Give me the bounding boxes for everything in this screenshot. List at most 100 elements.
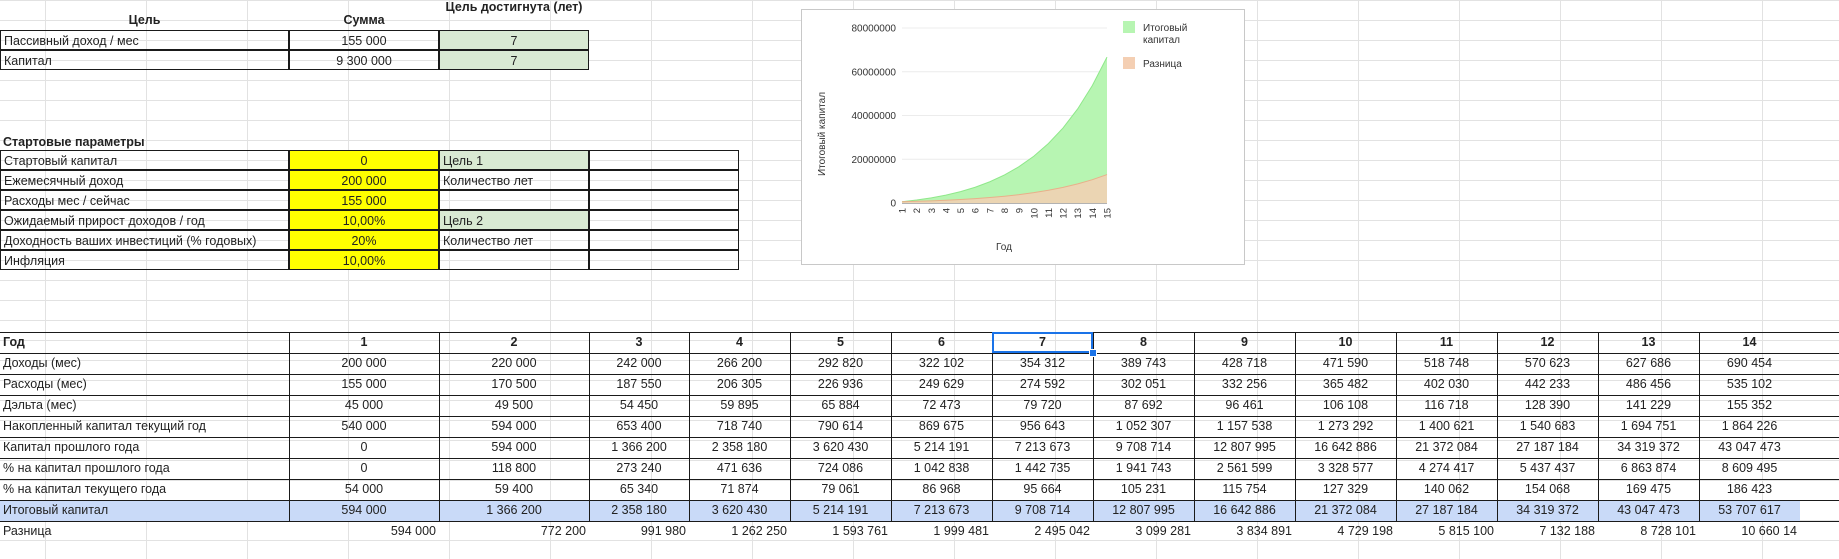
table-cell[interactable]: 594 000 [491, 419, 537, 433]
year-header-cell[interactable]: 3 [635, 335, 643, 349]
table-cell[interactable]: 274 592 [1019, 377, 1066, 391]
table-cell[interactable]: 292 820 [817, 356, 864, 370]
table-cell[interactable]: 594 000 [390, 524, 436, 538]
table-cell[interactable]: 249 629 [918, 377, 965, 391]
table-cell[interactable]: 206 305 [716, 377, 763, 391]
table-cell[interactable]: 9 708 714 [1115, 440, 1172, 454]
table-cell[interactable]: 115 754 [1222, 482, 1267, 496]
table-cell[interactable]: 140 062 [1423, 482, 1470, 496]
param-extra-cell[interactable] [589, 210, 739, 230]
table-cell[interactable]: 690 454 [1726, 356, 1773, 370]
table-cell[interactable]: 154 068 [1524, 482, 1571, 496]
table-cell[interactable]: 3 834 891 [1236, 524, 1292, 538]
table-cell[interactable]: 96 461 [1225, 398, 1264, 412]
table-cell[interactable]: 226 936 [817, 377, 864, 391]
table-cell[interactable]: 34 319 372 [1497, 500, 1598, 521]
param-note-goal2[interactable]: Цель 2 [439, 210, 589, 230]
table-cell[interactable]: 187 550 [616, 377, 662, 391]
param-note-empty[interactable] [439, 190, 589, 210]
table-cell[interactable]: 79 720 [1023, 398, 1062, 412]
table-cell[interactable]: 16 642 886 [1314, 440, 1377, 454]
table-cell[interactable]: 442 233 [1524, 377, 1571, 391]
table-cell[interactable]: 2 561 599 [1216, 461, 1273, 475]
table-cell[interactable]: 21 372 084 [1415, 440, 1478, 454]
table-cell[interactable]: 570 623 [1524, 356, 1571, 370]
param-label-inflation[interactable]: Инфляция [0, 250, 289, 270]
table-cell[interactable]: 65 340 [619, 482, 659, 496]
row-label[interactable]: % на капитал прошлого года [3, 461, 170, 475]
table-cell[interactable]: 389 743 [1120, 356, 1167, 370]
year-header-cell[interactable]: 1 [360, 335, 368, 349]
table-cell[interactable]: 540 000 [341, 419, 387, 433]
param-label-expenses[interactable]: Расходы мес / сейчас [0, 190, 289, 210]
param-label-monthly-income[interactable]: Ежемесячный доход [0, 170, 289, 190]
table-cell[interactable]: 1 540 683 [1519, 419, 1576, 433]
table-cell[interactable]: 6 863 874 [1620, 461, 1677, 475]
table-cell[interactable]: 5 214 191 [790, 500, 891, 521]
goal-row-passive-years[interactable]: 7 [439, 30, 589, 50]
param-extra-cell[interactable] [589, 190, 739, 210]
table-cell[interactable]: 170 500 [491, 377, 537, 391]
table-cell[interactable]: 7 132 188 [1539, 524, 1595, 538]
row-label[interactable]: Доходы (мес) [3, 356, 82, 370]
table-cell[interactable]: 1 052 307 [1115, 419, 1172, 433]
table-cell[interactable]: 65 884 [821, 398, 860, 412]
table-cell[interactable]: 12 807 995 [1093, 500, 1194, 521]
year-header-cell[interactable]: 4 [736, 335, 743, 349]
table-cell[interactable]: 8 609 495 [1721, 461, 1778, 475]
year-header-cell[interactable]: 2 [510, 335, 518, 349]
table-cell[interactable]: 1 694 751 [1620, 419, 1677, 433]
table-cell[interactable]: 220 000 [491, 356, 537, 370]
table-cell[interactable]: 535 102 [1726, 377, 1773, 391]
row-label[interactable]: Итоговый капитал [0, 500, 289, 521]
table-cell[interactable]: 186 423 [1726, 482, 1773, 496]
goal-row-capital-amount[interactable]: 9 300 000 [289, 50, 439, 70]
table-cell[interactable]: 1 593 761 [832, 524, 888, 538]
param-extra-cell[interactable] [589, 150, 739, 170]
param-extra-cell[interactable] [589, 170, 739, 190]
row-label[interactable]: Расходы (мес) [3, 377, 87, 391]
table-cell[interactable]: 471 590 [1322, 356, 1369, 370]
table-cell[interactable]: 1 157 538 [1216, 419, 1273, 433]
year-header-cell[interactable]: 13 [1641, 335, 1656, 349]
param-note-goal1[interactable]: Цель 1 [439, 150, 589, 170]
table-cell[interactable]: 87 692 [1124, 398, 1163, 412]
table-cell[interactable]: 45 000 [344, 398, 384, 412]
param-extra-cell[interactable] [589, 250, 739, 270]
table-cell[interactable]: 59 895 [720, 398, 759, 412]
table-cell[interactable]: 54 000 [344, 482, 384, 496]
table-cell[interactable]: 869 675 [918, 419, 965, 433]
table-cell[interactable]: 471 636 [716, 461, 763, 475]
table-cell[interactable]: 49 500 [494, 398, 534, 412]
table-cell[interactable]: 128 390 [1524, 398, 1571, 412]
table-cell[interactable]: 322 102 [918, 356, 965, 370]
goal-row-capital-years[interactable]: 7 [439, 50, 589, 70]
table-cell[interactable]: 486 456 [1625, 377, 1672, 391]
table-cell[interactable]: 1 999 481 [933, 524, 989, 538]
year-header-cell[interactable]: 8 [1140, 335, 1147, 349]
table-cell[interactable]: 9 708 714 [992, 500, 1093, 521]
table-cell[interactable]: 402 030 [1423, 377, 1470, 391]
table-cell[interactable]: 7 213 673 [891, 500, 992, 521]
goal-row-capital-label[interactable]: Капитал [0, 50, 289, 70]
param-label-investment-yield[interactable]: Доходность ваших инвестиций (% годовых) [0, 230, 289, 250]
table-cell[interactable]: 155 352 [1726, 398, 1773, 412]
table-cell[interactable]: 772 200 [540, 524, 586, 538]
table-cell[interactable]: 155 000 [341, 377, 387, 391]
table-cell[interactable]: 59 400 [494, 482, 534, 496]
table-cell[interactable]: 53 707 617 [1699, 500, 1800, 521]
table-cell[interactable]: 106 108 [1322, 398, 1369, 412]
table-cell[interactable]: 43 047 473 [1718, 440, 1781, 454]
param-label-start-capital[interactable]: Стартовый капитал [0, 150, 289, 170]
table-cell[interactable]: 518 748 [1423, 356, 1470, 370]
table-cell[interactable]: 0 [360, 461, 368, 475]
year-header-cell[interactable]: 6 [938, 335, 945, 349]
table-cell[interactable]: 105 231 [1120, 482, 1167, 496]
table-cell[interactable]: 1 941 743 [1115, 461, 1172, 475]
table-cell[interactable]: 365 482 [1322, 377, 1369, 391]
table-cell[interactable]: 43 047 473 [1598, 500, 1699, 521]
table-cell[interactable]: 4 274 417 [1418, 461, 1475, 475]
table-cell[interactable]: 1 273 292 [1317, 419, 1374, 433]
table-cell[interactable]: 332 256 [1221, 377, 1268, 391]
